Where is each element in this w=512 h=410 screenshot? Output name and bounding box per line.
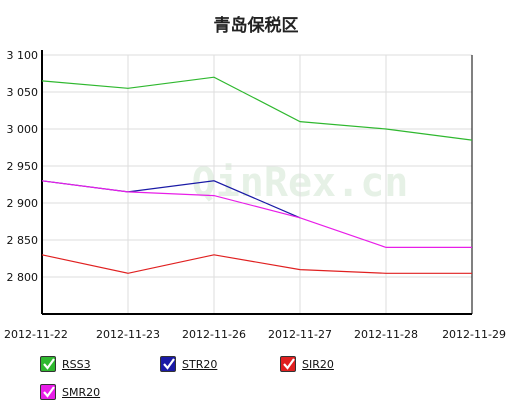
x-tick-label: 2012-11-29 <box>442 328 506 341</box>
legend-label[interactable]: STR20 <box>182 357 218 371</box>
x-tick-labels: 2012-11-22 2012-11-23 2012-11-26 2012-11-27… <box>4 328 506 341</box>
legend-item-sir20[interactable]: SIR20 <box>280 356 334 372</box>
series-line-sir20 <box>41 254 472 274</box>
y-tick-label: 2 800 <box>7 271 39 284</box>
legend-item-str20[interactable]: STR20 <box>160 356 217 372</box>
checkbox-icon[interactable] <box>160 356 176 372</box>
axes <box>41 50 473 315</box>
legend-item-rss3[interactable]: RSS3 <box>40 356 91 372</box>
legend: RSS3 STR20 SIR20 SMR20 <box>40 350 500 406</box>
y-tick-label: 2 900 <box>7 197 39 210</box>
x-tick-label: 2012-11-27 <box>268 328 332 341</box>
x-tick-label: 2012-11-22 <box>4 328 68 341</box>
chart-title: 青岛保税区 <box>214 15 299 36</box>
legend-label[interactable]: SIR20 <box>302 357 334 371</box>
y-tick-label: 3 000 <box>7 123 39 136</box>
checkbox-icon[interactable] <box>280 356 296 372</box>
y-tick-labels: 3 100 3 050 3 000 2 950 2 900 2 850 2 800 <box>7 49 39 284</box>
y-tick-label: 2 850 <box>7 234 39 247</box>
legend-label[interactable]: SMR20 <box>62 385 101 399</box>
legend-item-smr20[interactable]: SMR20 <box>40 384 100 400</box>
y-tick-label: 3 050 <box>7 86 39 99</box>
y-tick-label: 2 950 <box>7 160 39 173</box>
y-tick-label: 3 100 <box>7 49 39 62</box>
legend-label[interactable]: RSS3 <box>62 357 91 371</box>
x-tick-label: 2012-11-26 <box>182 328 246 341</box>
series-line-rss3 <box>41 76 473 141</box>
series-line-smr20 <box>41 180 472 248</box>
x-tick-label: 2012-11-23 <box>96 328 160 341</box>
checkbox-icon[interactable] <box>40 384 56 400</box>
checkbox-icon[interactable] <box>40 356 56 372</box>
x-tick-label: 2012-11-28 <box>354 328 418 341</box>
series-lines <box>41 76 473 274</box>
